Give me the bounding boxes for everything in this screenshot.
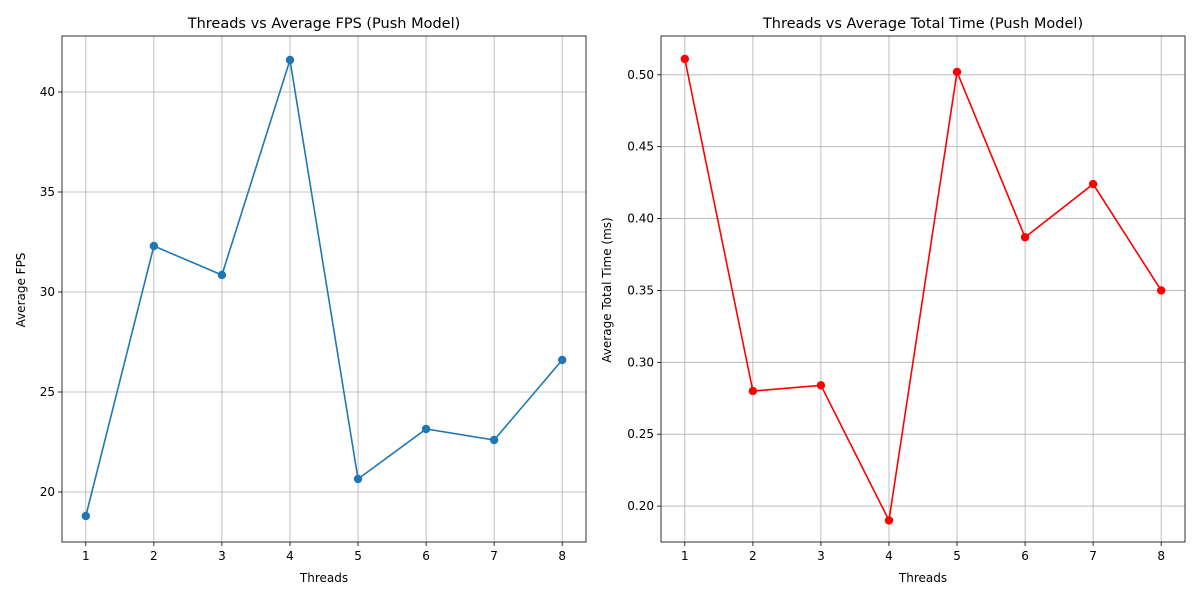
x-tick-label: 4 <box>286 549 294 563</box>
x-tick-label: 7 <box>490 549 498 563</box>
y-tick-label: 25 <box>40 385 55 399</box>
data-point <box>748 386 758 396</box>
data-point <box>81 511 91 521</box>
plot-frame <box>61 35 587 543</box>
y-tick-label: 0.35 <box>627 283 654 297</box>
y-tick-label: 20 <box>40 485 55 499</box>
data-point <box>285 55 295 65</box>
x-tick-label: 8 <box>558 549 566 563</box>
data-point <box>884 516 894 525</box>
x-tick-label: 3 <box>218 549 226 563</box>
data-point <box>1020 233 1030 242</box>
y-tick-label: 40 <box>40 85 55 99</box>
x-tick-label: 1 <box>681 549 689 563</box>
data-point <box>489 435 499 445</box>
x-tick-label: 8 <box>1157 549 1165 563</box>
y-tick-label: 0.45 <box>627 140 654 154</box>
x-tick-label: 3 <box>817 549 825 563</box>
y-tick-label: 0.25 <box>627 427 654 441</box>
data-point <box>952 67 962 77</box>
x-tick-label: 2 <box>150 549 158 563</box>
chart-title: Threads vs Average FPS (Push Model) <box>187 16 461 32</box>
fps-chart: Threads vs Average FPS (Push Model) Thre… <box>14 16 587 585</box>
data-point <box>557 355 567 365</box>
x-tick-label: 5 <box>953 549 961 563</box>
y-tick-label: 0.30 <box>627 355 654 369</box>
data-point <box>680 54 690 64</box>
data-point <box>421 424 431 434</box>
y-axis-label: Average FPS <box>14 253 28 328</box>
x-tick-label: 5 <box>354 549 362 563</box>
x-tick-label: 1 <box>82 549 90 563</box>
y-tick-label: 0.20 <box>627 499 654 513</box>
x-tick-label: 4 <box>885 549 893 563</box>
plot-frame <box>660 35 1186 543</box>
data-point <box>816 381 826 390</box>
data-point <box>217 270 227 280</box>
data-point <box>1156 286 1166 295</box>
y-axis-label: Average Total Time (ms) <box>600 217 614 362</box>
data-point <box>1088 179 1098 189</box>
chart-title: Threads vs Average Total Time (Push Mode… <box>762 16 1083 32</box>
y-tick-label: 0.40 <box>627 212 654 226</box>
series-line <box>85 59 563 517</box>
x-tick-label: 6 <box>1021 549 1029 563</box>
y-tick-label: 0.50 <box>627 68 654 82</box>
data-point <box>149 241 159 251</box>
series-line <box>684 58 1162 524</box>
x-tick-label: 2 <box>749 549 757 563</box>
x-tick-label: 7 <box>1089 549 1097 563</box>
y-tick-label: 35 <box>40 185 55 199</box>
x-axis-label: Threads <box>898 571 947 585</box>
total-time-chart: Threads vs Average Total Time (Push Mode… <box>600 16 1186 585</box>
y-tick-label: 30 <box>40 285 55 299</box>
data-point <box>353 474 363 484</box>
x-tick-label: 6 <box>422 549 430 563</box>
x-axis-label: Threads <box>299 571 348 585</box>
